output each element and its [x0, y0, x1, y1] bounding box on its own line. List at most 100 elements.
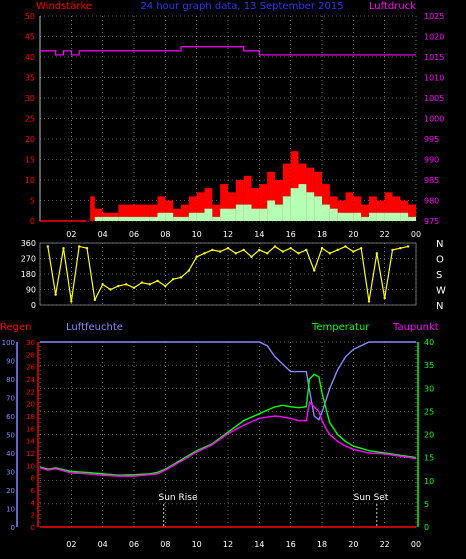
humidity-tick: 70 [6, 395, 15, 403]
wind-direction-segment [329, 249, 338, 254]
y-tick-left: 50 [25, 12, 35, 21]
wind-mean-bar [251, 208, 260, 221]
wind-direction-segment [227, 247, 237, 254]
wind-direction-point [62, 246, 65, 250]
wind-mean-bar [329, 208, 338, 221]
wind-direction-segment [94, 284, 104, 301]
wind-direction-segment [86, 248, 96, 300]
wind-direction-segment [133, 282, 143, 289]
wind-gust-bar [290, 151, 299, 221]
x-tick: 06 [129, 540, 139, 549]
rain-tick: 28 [26, 351, 35, 359]
x-tick: 10 [192, 230, 202, 239]
humidity-tick: 30 [6, 469, 15, 477]
rain-tick: 20 [26, 401, 35, 409]
wind-direction-segment [345, 245, 354, 253]
x-tick: 10 [192, 540, 202, 549]
wind-direction-point [297, 252, 300, 255]
wind-direction-segment [353, 247, 362, 253]
wind-mean-bar [181, 216, 189, 221]
wind-direction-segment [274, 245, 284, 253]
x-tick: 02 [66, 540, 76, 549]
wind-direction-segment [141, 282, 150, 285]
wind-mean-bar [337, 212, 346, 221]
temperature-tick: 0 [424, 523, 429, 532]
rain-tick: 16 [26, 425, 35, 433]
wind-direction-point [93, 298, 97, 302]
wind-direction-segment [235, 249, 244, 254]
y-tick-left: 45 [25, 33, 35, 42]
y-tick-left: 30 [25, 94, 35, 103]
y-tick-left: 40 [25, 53, 35, 62]
humidity-tick: 0 [11, 524, 15, 532]
temperature-humidity-panel: 0102030405060708090100024681012141618202… [2, 338, 435, 549]
wind-direction-segment [368, 253, 378, 302]
rain-tick: 30 [26, 339, 35, 347]
wind-direction-segment [55, 248, 65, 295]
wind-mean-bar [212, 216, 221, 221]
x-tick: 08 [160, 230, 170, 239]
wind-gust-bar [243, 175, 252, 221]
wind-direction-point [195, 255, 198, 258]
wind-direction-point [265, 252, 269, 255]
wind-direction-point [124, 283, 128, 286]
wind-direction-point [234, 252, 238, 255]
temperature-tick: 35 [424, 361, 434, 370]
x-tick: 16 [286, 540, 296, 549]
wind-direction-point [328, 252, 332, 255]
y-tick-left: 270 [21, 255, 36, 264]
wind-direction-segment [212, 249, 221, 253]
wind-direction-segment [243, 249, 252, 258]
wind-gust-bar [369, 196, 377, 221]
wind-mean-bar [384, 212, 393, 221]
y-tick-left: 0 [31, 301, 36, 310]
x-tick: 00 [411, 230, 421, 239]
y-tick-right: 980 [424, 197, 439, 206]
x-tick: 06 [129, 230, 139, 239]
wind-direction-segment [376, 253, 386, 299]
y-tick-right: 1020 [424, 33, 444, 42]
wind-direction-point [148, 283, 151, 286]
wind-mean-bar [314, 196, 322, 221]
wind-mean-bar [353, 212, 362, 221]
x-tick: 20 [348, 540, 358, 549]
wind-direction-segment [188, 256, 198, 271]
wind-gust-bar [322, 184, 330, 221]
y-tick-right: 975 [424, 217, 439, 226]
wind-direction-segment [384, 249, 394, 299]
wind-direction-segment [196, 252, 205, 258]
humidity-tick: 100 [2, 339, 15, 347]
wind-mean-bar [392, 212, 401, 221]
wind-direction-point [344, 245, 347, 248]
pressure-line [40, 46, 416, 56]
temperature-tick: 20 [424, 431, 434, 440]
wind-gust-bar [251, 188, 260, 221]
y-tick-left: 360 [21, 239, 36, 248]
wind-direction-point [375, 252, 379, 255]
temperature-line [39, 373, 417, 476]
wind-direction-segment [282, 247, 291, 253]
wind-mean-bar [196, 212, 205, 221]
wind-gust-bar [173, 208, 181, 221]
x-tick: 16 [286, 230, 296, 239]
wind-direction-point [109, 288, 112, 291]
humidity-label: Luftfeuchte [66, 322, 123, 333]
wind-gust-bar [361, 204, 369, 221]
wind-gust-bar [94, 208, 103, 221]
wind-direction-point [218, 250, 222, 253]
sunrise-label: Sun Rise [159, 493, 198, 503]
y-tick-right: 1005 [424, 94, 444, 103]
wind-mean-bar [235, 204, 244, 221]
wind-direction-segment [62, 248, 72, 302]
wind-direction-segment [70, 246, 80, 302]
wind-mean-bar [204, 208, 213, 221]
wind-direction-point [242, 248, 245, 252]
wind-direction-point [179, 276, 183, 279]
wind-direction-point [77, 245, 81, 248]
y-tick-left: 25 [25, 115, 35, 124]
wind-mean-bar [259, 208, 268, 221]
temperature-tick: 30 [424, 384, 434, 393]
rain-tick: 0 [31, 524, 35, 532]
wind-direction-point [54, 293, 57, 296]
